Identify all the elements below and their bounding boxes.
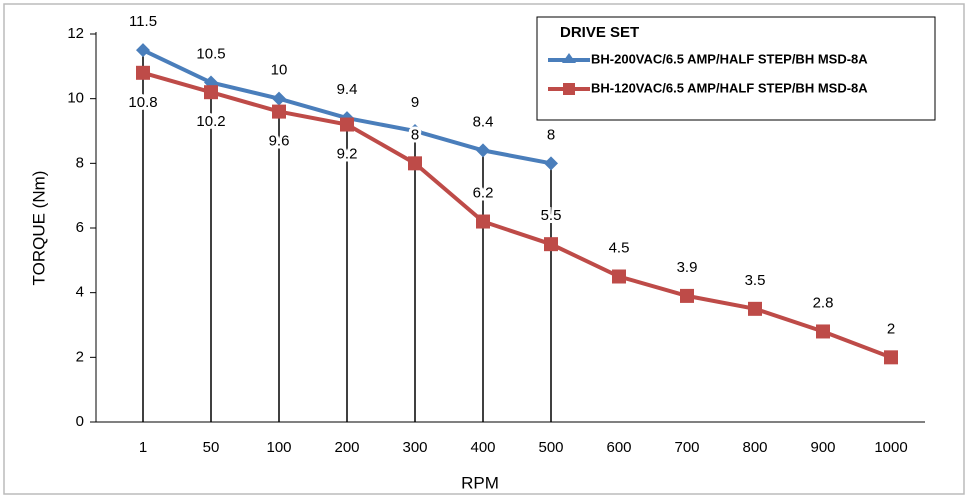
data-label: 2 — [887, 320, 895, 337]
y-tick-label: 6 — [76, 219, 84, 236]
data-label: 9.4 — [337, 81, 358, 98]
data-label: 6.2 — [473, 185, 494, 202]
data-label: 8 — [547, 126, 555, 143]
x-tick-label: 1000 — [874, 439, 907, 456]
marker — [408, 124, 422, 138]
x-tick-label: 200 — [334, 439, 359, 456]
data-label: 8.4 — [473, 113, 494, 130]
data-label: 4.5 — [609, 239, 630, 256]
x-tick-label: 50 — [203, 439, 220, 456]
legend: DRIVE SET — [536, 16, 936, 121]
marker — [748, 301, 762, 316]
data-label: 3.5 — [745, 272, 766, 289]
data-label: 10.2 — [196, 113, 225, 130]
x-tick-label: 500 — [538, 439, 563, 456]
marker — [272, 104, 286, 119]
x-tick-label: 600 — [606, 439, 631, 456]
marker — [884, 350, 898, 365]
data-label: 10 — [271, 62, 288, 79]
chart-border — [3, 3, 965, 495]
x-tick-label: 1 — [139, 439, 147, 456]
x-axis-title: RPM — [461, 473, 499, 492]
marker — [408, 156, 422, 171]
x-tick-label: 800 — [742, 439, 767, 456]
y-tick-label: 12 — [67, 25, 84, 42]
data-label: 10.8 — [128, 94, 157, 111]
legend-title: DRIVE SET — [560, 24, 639, 41]
legend-box — [536, 16, 936, 121]
x-tick-label: 900 — [810, 439, 835, 456]
marker — [476, 143, 490, 158]
marker — [204, 85, 218, 100]
legend-marker — [562, 53, 576, 63]
marker — [544, 156, 558, 171]
y-axis-title: TORQUE (Nm) — [29, 171, 48, 286]
data-label: 3.9 — [677, 259, 698, 276]
legend-marker — [563, 83, 575, 95]
marker — [340, 117, 354, 132]
x-tick-label: 700 — [674, 439, 699, 456]
data-label: 9.6 — [269, 133, 290, 150]
marker — [136, 43, 150, 58]
data-label: 11.5 — [129, 13, 157, 30]
x-tick-label: 300 — [402, 439, 427, 456]
marker — [544, 237, 558, 252]
y-tick-label: 8 — [76, 154, 84, 171]
marker — [680, 288, 694, 303]
marker — [476, 214, 490, 229]
data-label: 10.5 — [196, 45, 225, 62]
marker — [272, 91, 286, 106]
x-tick-label: 100 — [266, 439, 291, 456]
series-line — [142, 70, 892, 360]
marker — [136, 65, 150, 80]
y-tick-label: 4 — [76, 284, 84, 301]
x-tick-label: 400 — [470, 439, 495, 456]
y-tick-label: 10 — [67, 90, 84, 107]
y-tick-label: 0 — [76, 413, 84, 430]
y-tick-label: 2 — [76, 348, 84, 365]
data-label: 9.2 — [337, 146, 358, 163]
legend-label: BH-200VAC/6.5 AMP/HALF STEP/BH MSD-8A — [591, 51, 868, 66]
data-label: 5.5 — [541, 207, 562, 224]
data-label: 2.8 — [813, 294, 834, 311]
data-label: 8 — [411, 126, 419, 143]
marker — [612, 269, 626, 284]
data-label: 9 — [411, 94, 419, 111]
legend-label: BH-120VAC/6.5 AMP/HALF STEP/BH MSD-8A — [591, 80, 868, 95]
marker — [816, 324, 830, 339]
